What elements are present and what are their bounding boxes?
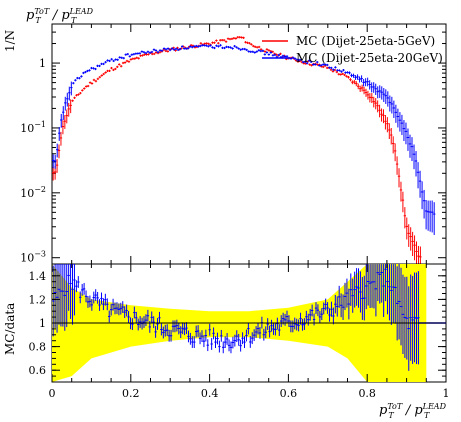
upper-y-tick-label: 10−2 (20, 185, 46, 200)
upper-y-tick-label: 10−3 (20, 250, 46, 265)
upper-y-tick-label: 10−1 (20, 120, 46, 135)
ratio-series (51, 264, 446, 371)
series-dijet-20gev (51, 44, 436, 235)
x-tick-label: 0.2 (122, 387, 140, 400)
lower-y-tick-label: 0.8 (29, 341, 47, 354)
lower-y-axis-label: MC/data (3, 303, 17, 355)
legend-label-5gev: MC (Dijet-25eta-5GeV) (296, 34, 435, 48)
x-tick-label: 0.6 (280, 387, 298, 400)
legend-label-20gev: MC (Dijet-25eta-20GeV) (296, 51, 443, 65)
lower-y-tick-label: 1 (39, 317, 46, 330)
lower-x-ticks: 0 0.2 0.4 0.6 0.8 1 (49, 264, 450, 400)
upper-x-ticks (51, 24, 447, 264)
x-tick-label: 0 (49, 387, 56, 400)
chart-title: pToT T / pLEAD T (26, 7, 94, 25)
series-dijet-5gev (51, 36, 422, 264)
legend: MC (Dijet-25eta-5GeV) MC (Dijet-25eta-20… (262, 34, 443, 65)
upper-y-tick-label: 1 (39, 57, 46, 70)
lower-y-ticks: 1.4 1.2 1 0.8 0.6 (29, 263, 446, 383)
upper-y-axis-label: 1/N (3, 30, 17, 52)
x-tick-label: 0.8 (358, 387, 376, 400)
x-axis-label: pToT T / pLEAD T (379, 402, 447, 420)
x-tick-label: 0.4 (201, 387, 219, 400)
upper-y-ticks: 1 10−1 10−2 10−3 (20, 23, 446, 265)
lower-y-tick-label: 0.6 (29, 364, 47, 377)
lower-y-tick-label: 1.2 (29, 293, 47, 306)
x-tick-label: 1 (443, 387, 450, 400)
lower-y-tick-label: 1.4 (29, 270, 47, 283)
upper-series (51, 36, 436, 264)
